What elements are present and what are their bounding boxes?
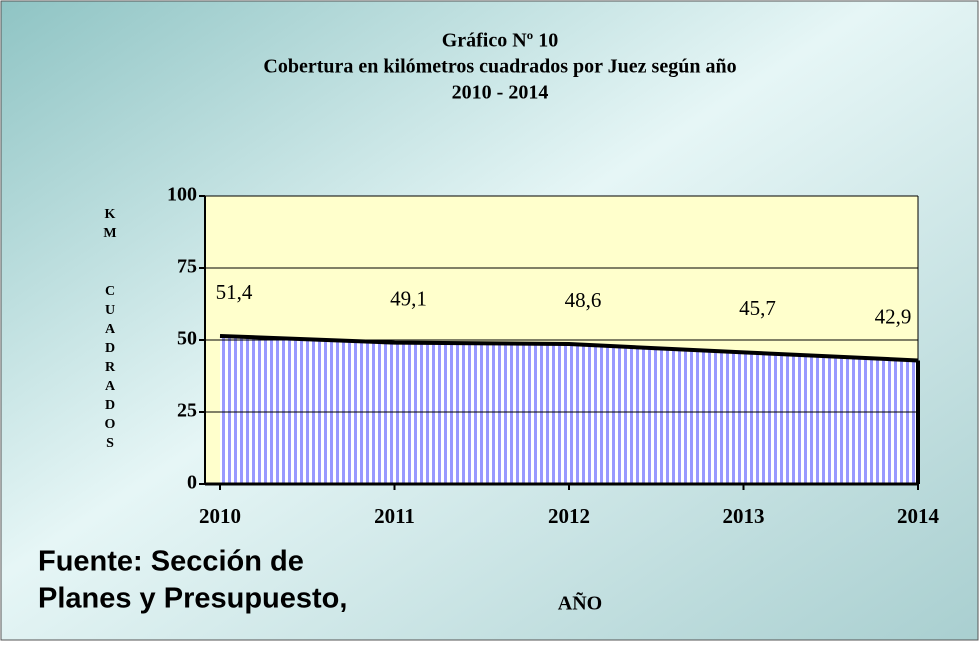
y-tick-label: 100 <box>167 184 197 206</box>
x-tick-label: 2012 <box>548 504 590 528</box>
area-line <box>219 333 919 363</box>
x-axis-label: AÑO <box>558 592 602 615</box>
source-note: Fuente: Sección de <box>38 546 304 578</box>
x-tick-label: 2014 <box>897 504 940 528</box>
y-tick-label: 75 <box>177 256 197 278</box>
data-label: 45,7 <box>739 296 776 320</box>
y-tick-label: 50 <box>177 328 197 350</box>
data-label: 49,1 <box>390 286 427 310</box>
y-tick-label: 0 <box>187 472 197 494</box>
chart-title: Gráfico Nº 10 <box>442 30 559 52</box>
source-note: Planes y Presupuesto, <box>38 583 347 615</box>
x-tick-label: 2010 <box>199 504 241 528</box>
x-tick-label: 2011 <box>374 504 415 528</box>
data-label: 51,4 <box>216 280 253 304</box>
data-label: 42,9 <box>875 304 912 328</box>
data-label: 48,6 <box>565 288 602 312</box>
chart-title: Cobertura en kilómetros cuadrados por Ju… <box>263 56 736 78</box>
chart-title: 2010 - 2014 <box>452 82 549 104</box>
x-tick-label: 2013 <box>723 504 765 528</box>
area <box>220 335 918 484</box>
y-tick-label: 25 <box>177 400 197 422</box>
